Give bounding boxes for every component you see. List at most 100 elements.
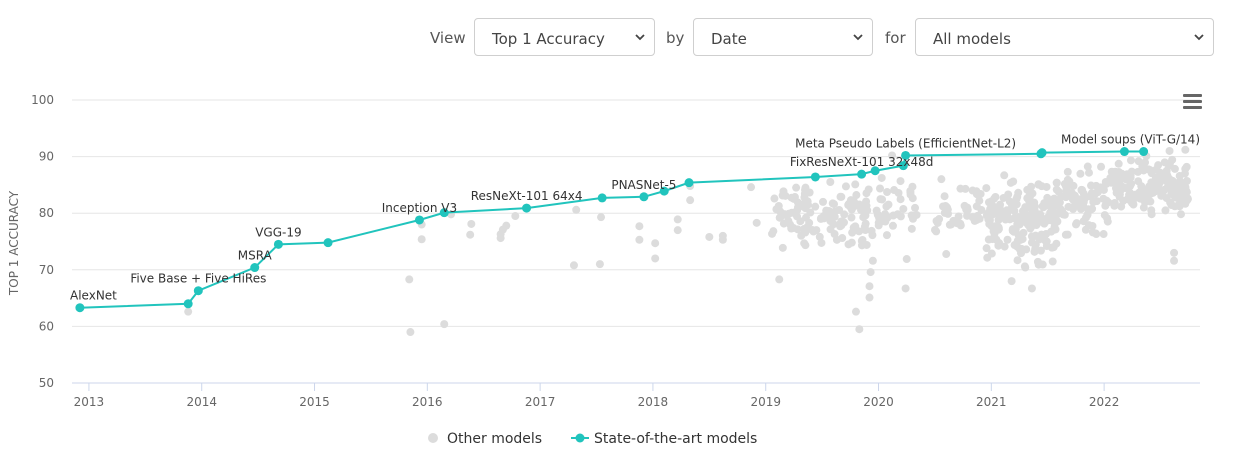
other-model-point[interactable] [1010, 214, 1019, 223]
other-model-point[interactable] [1063, 167, 1072, 176]
sota-point[interactable] [522, 203, 532, 213]
other-model-point[interactable] [872, 206, 881, 215]
other-model-point[interactable] [502, 221, 511, 230]
other-model-point[interactable] [1027, 284, 1036, 293]
other-model-point[interactable] [1182, 176, 1191, 185]
other-model-point[interactable] [865, 293, 874, 302]
other-model-point[interactable] [937, 175, 946, 184]
other-model-point[interactable] [569, 261, 578, 270]
other-model-point[interactable] [862, 197, 871, 206]
other-model-point[interactable] [1040, 219, 1049, 228]
other-model-point[interactable] [1124, 172, 1133, 181]
other-model-point[interactable] [1084, 168, 1093, 177]
other-model-point[interactable] [811, 202, 820, 211]
other-model-point[interactable] [1050, 215, 1059, 224]
other-model-point[interactable] [882, 231, 891, 240]
other-model-point[interactable] [907, 224, 916, 233]
other-model-point[interactable] [1000, 242, 1009, 251]
other-model-point[interactable] [1004, 190, 1013, 199]
view-select[interactable]: Top 1 Accuracy [474, 18, 655, 56]
other-model-point[interactable] [1010, 206, 1019, 215]
other-model-point[interactable] [1042, 237, 1051, 246]
legend-sota-label[interactable]: State-of-the-art models [594, 431, 757, 447]
sota-point[interactable] [323, 238, 333, 248]
sota-point[interactable] [75, 303, 85, 313]
by-select[interactable]: Date [693, 18, 873, 56]
other-model-point[interactable] [932, 227, 941, 236]
other-model-point[interactable] [889, 211, 898, 220]
sota-point[interactable] [870, 166, 880, 176]
other-model-point[interactable] [888, 221, 897, 230]
sota-point[interactable] [250, 263, 260, 273]
other-model-point[interactable] [778, 243, 787, 252]
sota-point[interactable] [414, 215, 424, 225]
other-model-point[interactable] [888, 151, 897, 160]
other-model-point[interactable] [830, 212, 839, 221]
other-model-point[interactable] [1052, 239, 1061, 248]
other-model-point[interactable] [953, 219, 962, 228]
other-model-point[interactable] [991, 193, 1000, 202]
other-model-point[interactable] [1034, 180, 1043, 189]
other-model-point[interactable] [972, 202, 981, 211]
other-model-point[interactable] [1092, 197, 1101, 206]
other-model-point[interactable] [1103, 214, 1112, 223]
other-model-point[interactable] [987, 249, 996, 258]
other-model-point[interactable] [1042, 182, 1051, 191]
other-model-point[interactable] [1151, 173, 1160, 182]
other-model-point[interactable] [1170, 164, 1179, 173]
other-model-point[interactable] [884, 200, 893, 209]
other-model-point[interactable] [1107, 167, 1116, 176]
sota-point[interactable] [597, 193, 607, 203]
other-model-point[interactable] [912, 210, 921, 219]
other-model-point[interactable] [673, 226, 682, 235]
other-model-point[interactable] [1110, 198, 1119, 207]
other-model-point[interactable] [1087, 181, 1096, 190]
other-model-point[interactable] [1000, 171, 1009, 180]
other-model-point[interactable] [790, 193, 799, 202]
other-model-point[interactable] [1037, 230, 1046, 239]
other-model-point[interactable] [799, 225, 808, 234]
other-model-point[interactable] [1052, 178, 1061, 187]
other-model-point[interactable] [1062, 186, 1071, 195]
other-model-point[interactable] [1031, 202, 1040, 211]
other-model-point[interactable] [819, 197, 828, 206]
other-model-point[interactable] [1034, 260, 1043, 269]
other-model-point[interactable] [847, 213, 856, 222]
other-model-point[interactable] [1055, 198, 1064, 207]
other-model-point[interactable] [511, 212, 520, 221]
other-model-point[interactable] [867, 226, 876, 235]
sota-point[interactable] [898, 161, 908, 171]
other-model-point[interactable] [878, 195, 887, 204]
other-model-point[interactable] [417, 235, 426, 244]
sota-point[interactable] [659, 186, 669, 196]
other-model-point[interactable] [1177, 190, 1186, 199]
for-select[interactable]: All models [915, 18, 1214, 56]
other-model-point[interactable] [868, 256, 877, 265]
other-model-point[interactable] [1084, 221, 1093, 230]
other-model-point[interactable] [651, 239, 660, 248]
other-model-point[interactable] [1027, 182, 1036, 191]
other-model-point[interactable] [1180, 169, 1189, 178]
sota-point[interactable] [1037, 148, 1047, 158]
other-model-point[interactable] [800, 239, 809, 248]
other-model-point[interactable] [945, 220, 954, 229]
other-model-point[interactable] [787, 224, 796, 233]
other-model-point[interactable] [467, 219, 476, 228]
other-model-point[interactable] [1009, 177, 1018, 186]
other-model-point[interactable] [1147, 185, 1156, 194]
other-model-point[interactable] [911, 203, 920, 212]
other-model-point[interactable] [812, 226, 821, 235]
other-model-point[interactable] [1048, 257, 1057, 266]
other-model-point[interactable] [1133, 167, 1142, 176]
other-model-point[interactable] [982, 184, 991, 193]
other-model-point[interactable] [1175, 202, 1184, 211]
other-model-point[interactable] [1170, 256, 1179, 265]
other-model-point[interactable] [1161, 206, 1170, 215]
other-model-point[interactable] [860, 222, 869, 231]
sota-point[interactable] [1139, 147, 1149, 157]
other-model-point[interactable] [1027, 238, 1036, 247]
other-model-point[interactable] [1027, 222, 1036, 231]
other-model-point[interactable] [862, 189, 871, 198]
other-model-point[interactable] [1007, 277, 1016, 286]
other-model-point[interactable] [793, 225, 802, 234]
